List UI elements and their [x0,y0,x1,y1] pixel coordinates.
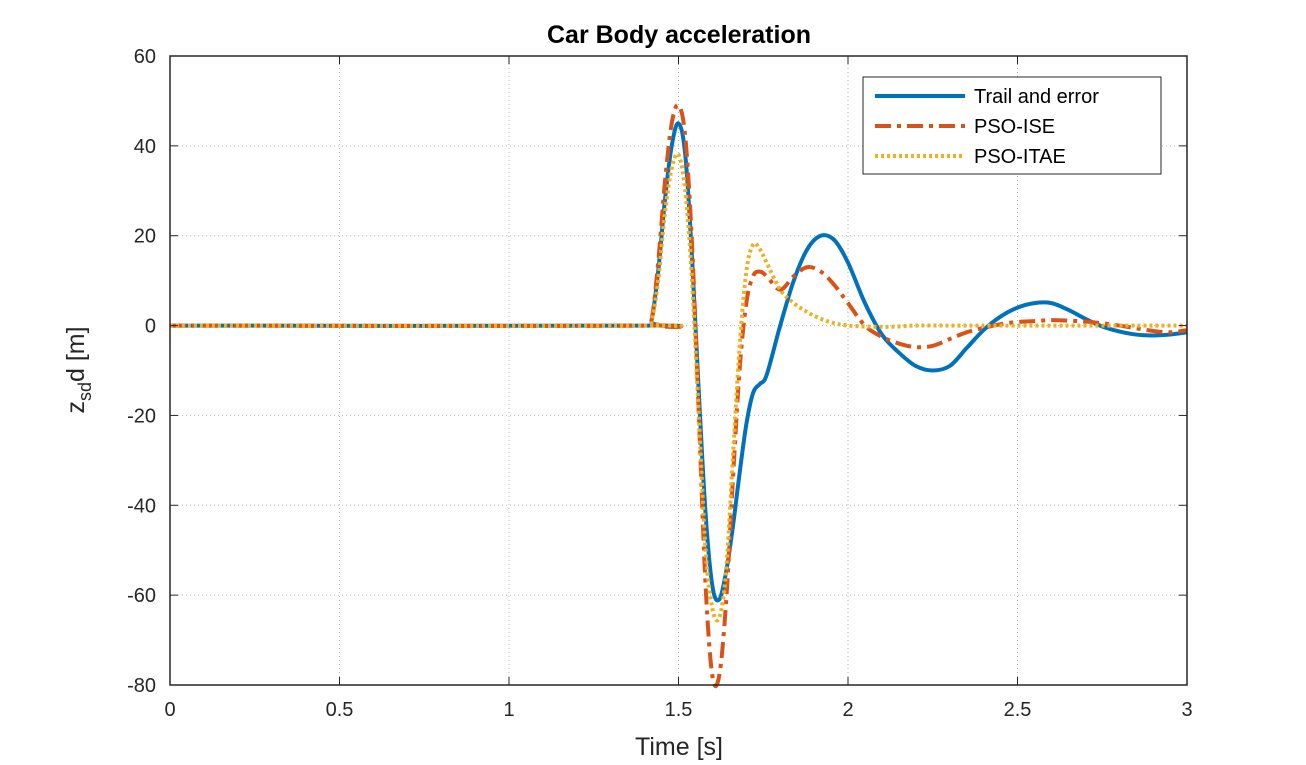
x-tick-label-6: 3 [1181,699,1192,721]
legend-label-0: Trail and error [974,86,1099,108]
x-tick-label-0: 0 [164,699,175,721]
x-tick-label-3: 1.5 [665,699,693,721]
axes [169,55,1188,686]
chart-title: Car Body acceleration [547,21,811,49]
y-tick-label-3: 0 [145,316,156,338]
x-tick-label-5: 2.5 [1004,699,1032,721]
series-line-2 [169,151,1187,623]
tick-labels: 0 0.5 1 1.5 2 2.5 3 60 40 20 0 -20 -40 -60 -80 [127,46,1192,721]
y-tick-label-0: 60 [134,46,156,68]
y-tick-label-2: 20 [134,226,156,248]
y-label-rest: d [m] [62,326,90,382]
y-tick-label-6: -60 [127,585,156,607]
y-tick-label-5: -40 [127,495,156,517]
series-line-0 [169,121,1188,603]
grid [170,56,1187,685]
y-axis-label: zsdd [m] [62,326,95,413]
x-axis-label: Time [s] [635,733,723,761]
y-tick-label-4: -20 [127,405,156,427]
x-tick-label-4: 2 [842,699,853,721]
y-label-main: z [62,401,90,414]
legend-label-1: PSO-ISE [974,116,1055,138]
series-lines [169,103,1188,689]
legend-label-2: PSO-ITAE [974,146,1066,168]
x-tick-label-1: 0.5 [326,699,354,721]
svg-text:zsdd [m]: zsdd [m] [62,326,95,413]
x-tick-label-2: 1 [503,699,514,721]
y-tick-label-7: -80 [127,675,156,697]
y-label-subscript: sd [75,382,95,401]
series-line-1 [169,103,1188,689]
y-tick-label-1: 40 [134,136,156,158]
legend: Trail and error PSO-ISE PSO-ITAE [862,76,1162,175]
